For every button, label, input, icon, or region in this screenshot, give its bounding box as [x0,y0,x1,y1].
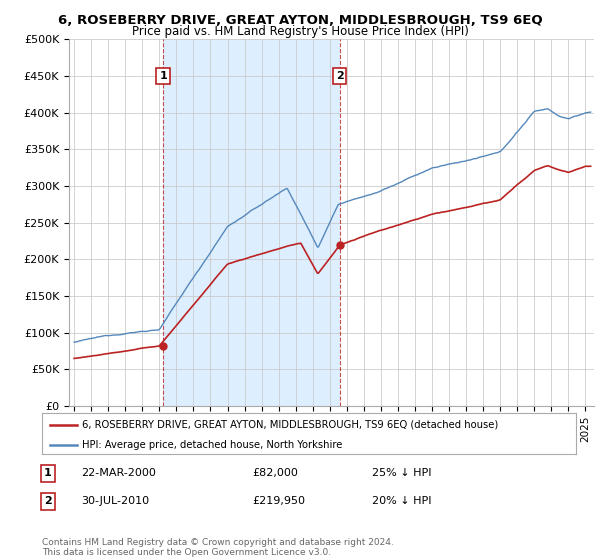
Text: 1: 1 [159,71,167,81]
Text: 6, ROSEBERRY DRIVE, GREAT AYTON, MIDDLESBROUGH, TS9 6EQ: 6, ROSEBERRY DRIVE, GREAT AYTON, MIDDLES… [58,14,542,27]
Bar [163,39,340,406]
Text: 30-JUL-2010: 30-JUL-2010 [81,496,149,506]
Text: Price paid vs. HM Land Registry's House Price Index (HPI): Price paid vs. HM Land Registry's House … [131,25,469,38]
Text: £219,950: £219,950 [252,496,305,506]
Text: £82,000: £82,000 [252,468,298,478]
Text: Contains HM Land Registry data © Crown copyright and database right 2024.
This d: Contains HM Land Registry data © Crown c… [42,538,394,557]
Text: 1: 1 [44,468,52,478]
Text: 6, ROSEBERRY DRIVE, GREAT AYTON, MIDDLESBROUGH, TS9 6EQ (detached house): 6, ROSEBERRY DRIVE, GREAT AYTON, MIDDLES… [82,419,499,430]
Text: HPI: Average price, detached house, North Yorkshire: HPI: Average price, detached house, Nort… [82,440,343,450]
Text: 2: 2 [336,71,344,81]
Text: 25% ↓ HPI: 25% ↓ HPI [372,468,431,478]
Text: 22-MAR-2000: 22-MAR-2000 [81,468,156,478]
Text: 20% ↓ HPI: 20% ↓ HPI [372,496,431,506]
Text: 2: 2 [44,496,52,506]
